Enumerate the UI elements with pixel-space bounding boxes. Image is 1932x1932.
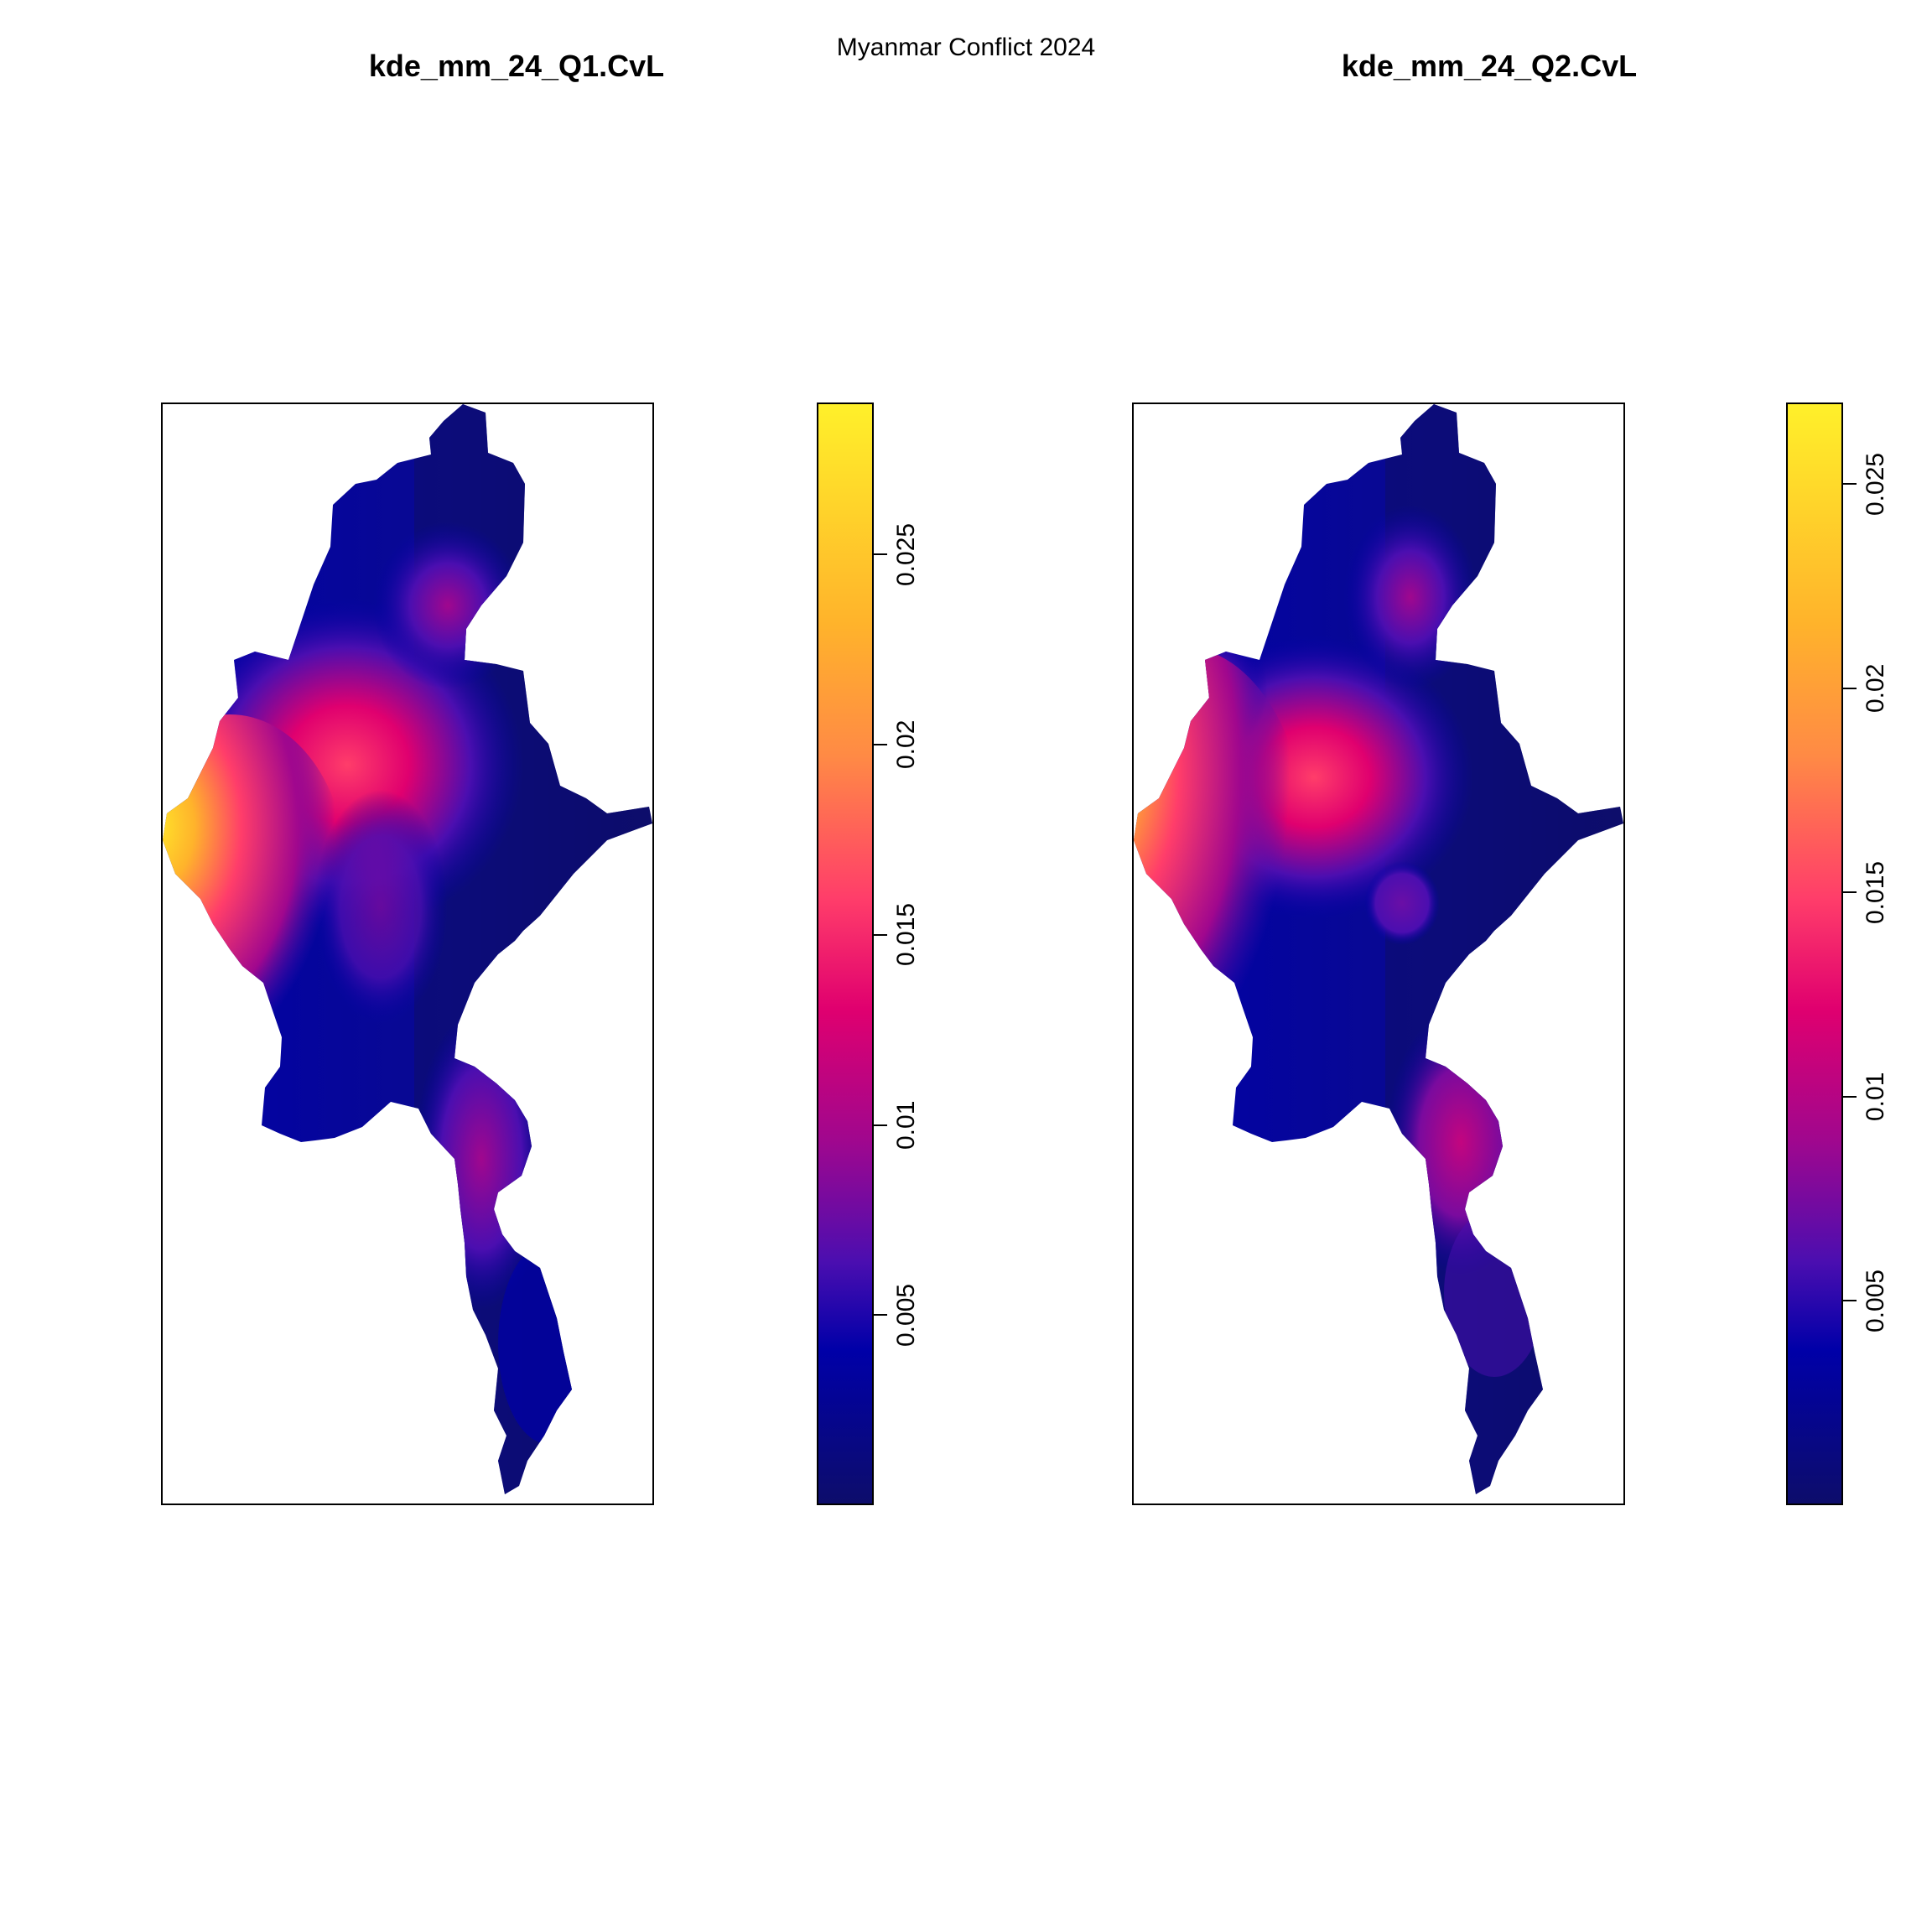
- legend-tick: [1843, 891, 1857, 894]
- page-title: Myanmar Conflict 2024: [836, 34, 1096, 61]
- legend-tick-label: 0.02: [1862, 663, 1889, 713]
- legend-tick-label: 0.015: [1862, 860, 1889, 924]
- density-map-q2: [1134, 404, 1623, 1494]
- legend-tick: [874, 933, 887, 936]
- legend-tick-label: 0.02: [892, 719, 920, 770]
- panel-title-q2: kde_mm_24_Q2.CvL: [1341, 49, 1638, 83]
- color-legend-q1: [817, 402, 874, 1505]
- legend-tick-label: 0.005: [1862, 1269, 1889, 1332]
- panel-title-q1: kde_mm_24_Q1.CvL: [368, 49, 665, 83]
- map-frame-q1: [161, 402, 654, 1505]
- legend-tick-label: 0.025: [892, 522, 920, 586]
- legend-tick: [874, 553, 887, 556]
- legend-tick: [1843, 1300, 1857, 1302]
- legend-tick: [874, 1314, 887, 1317]
- legend-tick-label: 0.01: [892, 1100, 920, 1150]
- legend-tick-label: 0.015: [892, 903, 920, 967]
- density-map-q1: [163, 404, 652, 1494]
- map-frame-q2: [1132, 402, 1625, 1505]
- legend-tick: [1843, 483, 1857, 486]
- legend-tick: [874, 1124, 887, 1126]
- legend-tick-label: 0.005: [892, 1283, 920, 1347]
- legend-tick-label: 0.025: [1862, 452, 1889, 516]
- legend-tick-label: 0.01: [1862, 1072, 1889, 1121]
- legend-tick: [874, 744, 887, 746]
- color-legend-q2: [1786, 402, 1843, 1505]
- legend-tick: [1843, 1095, 1857, 1098]
- legend-tick: [1843, 687, 1857, 689]
